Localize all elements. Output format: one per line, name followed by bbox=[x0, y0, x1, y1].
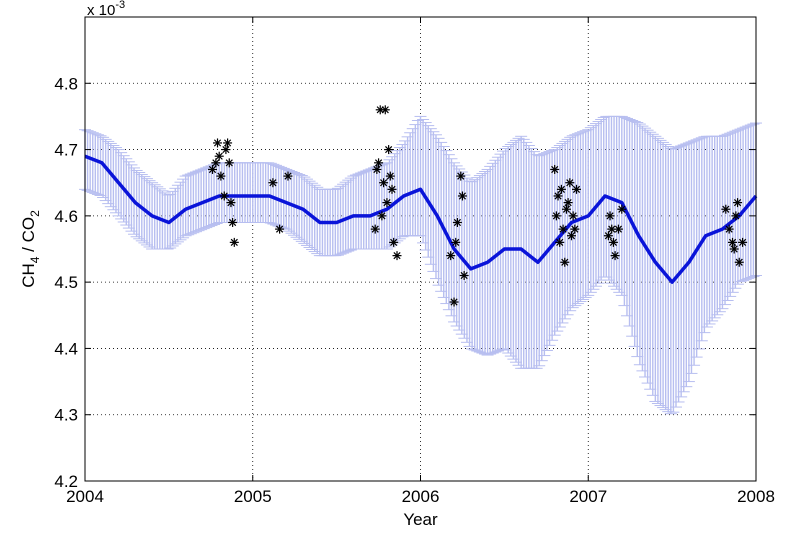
star-marker bbox=[446, 251, 456, 261]
star-marker bbox=[603, 231, 613, 241]
y-tick-label: 4.8 bbox=[54, 74, 78, 93]
star-marker bbox=[382, 198, 392, 208]
y-axis-label: CH4 / CO2 bbox=[19, 210, 42, 288]
star-marker bbox=[216, 171, 226, 181]
x-tick-label: 2006 bbox=[402, 487, 440, 506]
y-label-mid: / CO bbox=[19, 217, 38, 257]
errorbars bbox=[79, 115, 762, 415]
y-label-sub1: 4 bbox=[28, 256, 42, 263]
star-marker bbox=[379, 178, 389, 188]
x-axis-label: Year bbox=[403, 510, 438, 529]
star-marker bbox=[456, 171, 466, 181]
star-marker bbox=[385, 171, 395, 181]
star-marker bbox=[275, 224, 285, 234]
star-marker bbox=[724, 224, 734, 234]
star-marker bbox=[556, 184, 566, 194]
observation-markers bbox=[207, 105, 748, 307]
star-marker bbox=[721, 204, 731, 214]
star-marker bbox=[729, 244, 739, 254]
exponent-base: x 10 bbox=[87, 2, 115, 19]
star-marker bbox=[734, 257, 744, 267]
tick-labels: 2004 2005 2006 2007 2008 4.2 4.3 4.4 4.5 4.6 4.7 4.… bbox=[54, 74, 775, 506]
star-marker bbox=[229, 237, 239, 247]
star-marker bbox=[207, 164, 217, 174]
exponent-power: -3 bbox=[115, 0, 125, 11]
x-tick-label: 2004 bbox=[66, 487, 104, 506]
star-marker bbox=[387, 184, 397, 194]
star-marker bbox=[283, 171, 293, 181]
star-marker bbox=[449, 297, 459, 307]
y-tick-label: 4.6 bbox=[54, 207, 78, 226]
y-tick-label: 4.2 bbox=[54, 472, 78, 491]
star-marker bbox=[610, 251, 620, 261]
star-marker bbox=[213, 138, 223, 148]
y-label-prefix: CH bbox=[19, 263, 38, 288]
star-marker bbox=[377, 211, 387, 221]
star-marker bbox=[605, 211, 615, 221]
star-marker bbox=[738, 237, 748, 247]
star-marker bbox=[613, 224, 623, 234]
star-marker bbox=[384, 145, 394, 155]
star-marker bbox=[550, 164, 560, 174]
mean-line bbox=[84, 154, 758, 284]
star-marker bbox=[459, 271, 469, 281]
star-marker bbox=[568, 211, 578, 221]
x-tick-label: 2005 bbox=[234, 487, 272, 506]
star-marker bbox=[570, 224, 580, 234]
mean-series-line bbox=[84, 154, 758, 284]
star-marker bbox=[392, 251, 402, 261]
star-marker bbox=[228, 217, 238, 227]
x-tick-label: 2007 bbox=[569, 487, 607, 506]
star-marker bbox=[226, 198, 236, 208]
star-marker bbox=[572, 184, 582, 194]
star-marker bbox=[560, 257, 570, 267]
star-marker bbox=[219, 191, 229, 201]
star-marker bbox=[733, 198, 743, 208]
x-tick-label: 2008 bbox=[737, 487, 775, 506]
star-marker bbox=[558, 224, 568, 234]
star-marker bbox=[370, 224, 380, 234]
star-marker bbox=[553, 191, 563, 201]
star-marker bbox=[551, 211, 561, 221]
y-tick-label: 4.5 bbox=[54, 273, 78, 292]
y-tick-label: 4.7 bbox=[54, 141, 78, 160]
star-marker bbox=[380, 105, 390, 115]
star-marker bbox=[565, 178, 575, 188]
star-marker bbox=[374, 158, 384, 168]
star-marker bbox=[731, 211, 741, 221]
star-marker bbox=[372, 164, 382, 174]
star-marker bbox=[728, 237, 738, 247]
star-marker bbox=[457, 191, 467, 201]
star-marker bbox=[608, 237, 618, 247]
exponent-label: x 10-3 bbox=[87, 0, 125, 19]
star-marker bbox=[221, 145, 231, 155]
ticks bbox=[84, 17, 757, 482]
y-tick-label: 4.4 bbox=[54, 339, 78, 358]
star-marker bbox=[224, 158, 234, 168]
star-marker bbox=[223, 138, 233, 148]
star-marker bbox=[563, 198, 573, 208]
star-marker bbox=[452, 217, 462, 227]
y-label-sub2: 2 bbox=[28, 210, 42, 217]
star-marker bbox=[566, 231, 576, 241]
star-marker bbox=[561, 204, 571, 214]
star-marker bbox=[211, 158, 221, 168]
y-tick-label: 4.3 bbox=[54, 406, 78, 425]
star-marker bbox=[389, 237, 399, 247]
star-marker bbox=[214, 151, 224, 161]
star-marker bbox=[268, 178, 278, 188]
star-marker bbox=[617, 204, 627, 214]
star-marker bbox=[555, 237, 565, 247]
star-marker bbox=[451, 237, 461, 247]
